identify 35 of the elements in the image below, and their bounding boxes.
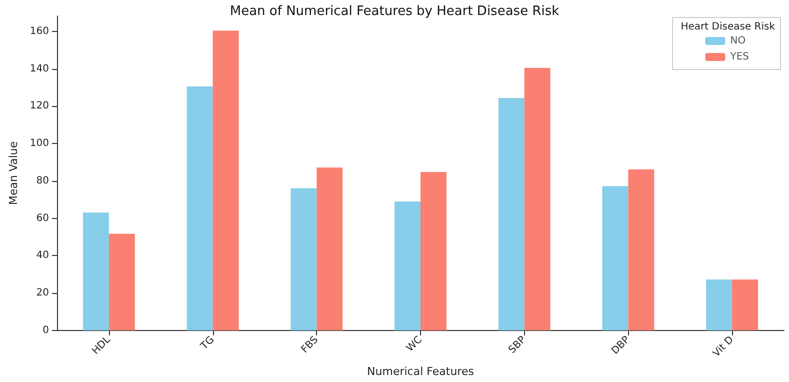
x-tick-label: WC	[404, 334, 424, 354]
x-tick-label: TG	[198, 334, 217, 353]
bar	[108, 234, 135, 330]
x-axis-title: Numerical Features	[367, 365, 474, 378]
x-tick-label: FBS	[299, 334, 321, 356]
y-tick-label: 140	[30, 63, 49, 74]
y-tick-label: 0	[42, 324, 49, 336]
y-tick-label: 120	[30, 100, 49, 112]
bar	[420, 172, 446, 330]
bar	[602, 186, 628, 330]
bar	[524, 68, 550, 330]
x-tick-label: HDL	[90, 334, 114, 357]
bar	[82, 212, 109, 330]
y-tick-label: 20	[36, 287, 49, 298]
y-axis-title: Mean Value	[7, 141, 20, 206]
bar	[186, 86, 213, 330]
legend-label: YES	[729, 52, 750, 62]
x-tick-label: Vit D	[711, 334, 736, 360]
legend-title: Heart Disease Risk	[680, 22, 776, 32]
bar	[394, 201, 420, 330]
bar	[290, 188, 317, 330]
y-tick-label: 100	[30, 138, 49, 150]
x-tick-label: SBP	[506, 334, 528, 356]
chart-title: Mean of Numerical Features by Heart Disease Risk	[230, 4, 560, 19]
bar	[316, 167, 343, 330]
bar	[732, 280, 758, 330]
bar	[628, 169, 654, 330]
bar	[706, 280, 732, 330]
y-tick-label: 60	[36, 212, 49, 224]
y-tick-label: 160	[30, 26, 49, 37]
bar	[498, 98, 524, 330]
legend-label: NO	[730, 36, 746, 46]
y-tick-label: 40	[36, 250, 49, 262]
y-tick-label: 80	[36, 175, 49, 186]
bar	[212, 30, 239, 330]
